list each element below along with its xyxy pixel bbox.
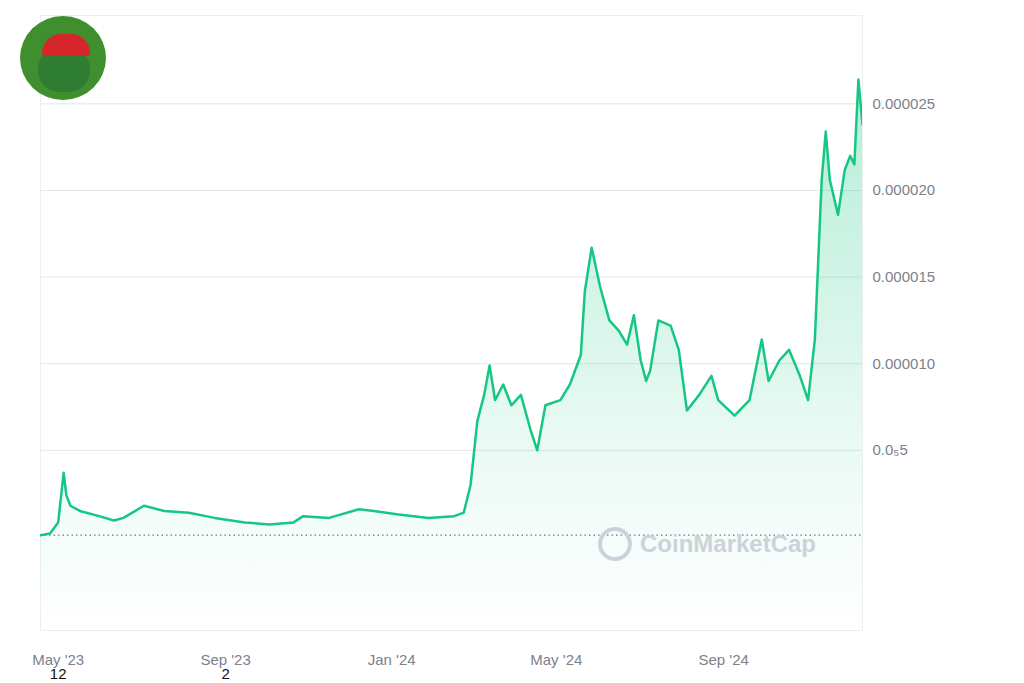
svg-text:May '24: May '24 [530,651,582,668]
svg-text:0.0₅5: 0.0₅5 [873,441,908,458]
svg-text:2: 2 [221,665,229,682]
svg-text:Sep '23: Sep '23 [200,651,251,669]
html-text:CoinMarketCap: CoinMarketCap [640,530,816,557]
svg-text:Jan '24: Jan '24 [368,651,416,668]
svg-text:May '23: May '23 [32,651,85,669]
svg-text:0.000025: 0.000025 [873,95,936,112]
svg-text:0.000020: 0.000020 [873,181,936,198]
svg-text:0.000010: 0.000010 [873,355,936,372]
svg-text:12: 12 [50,665,67,682]
svg-text:0.000015: 0.000015 [873,268,936,285]
svg-text:Sep '24: Sep '24 [698,651,748,668]
